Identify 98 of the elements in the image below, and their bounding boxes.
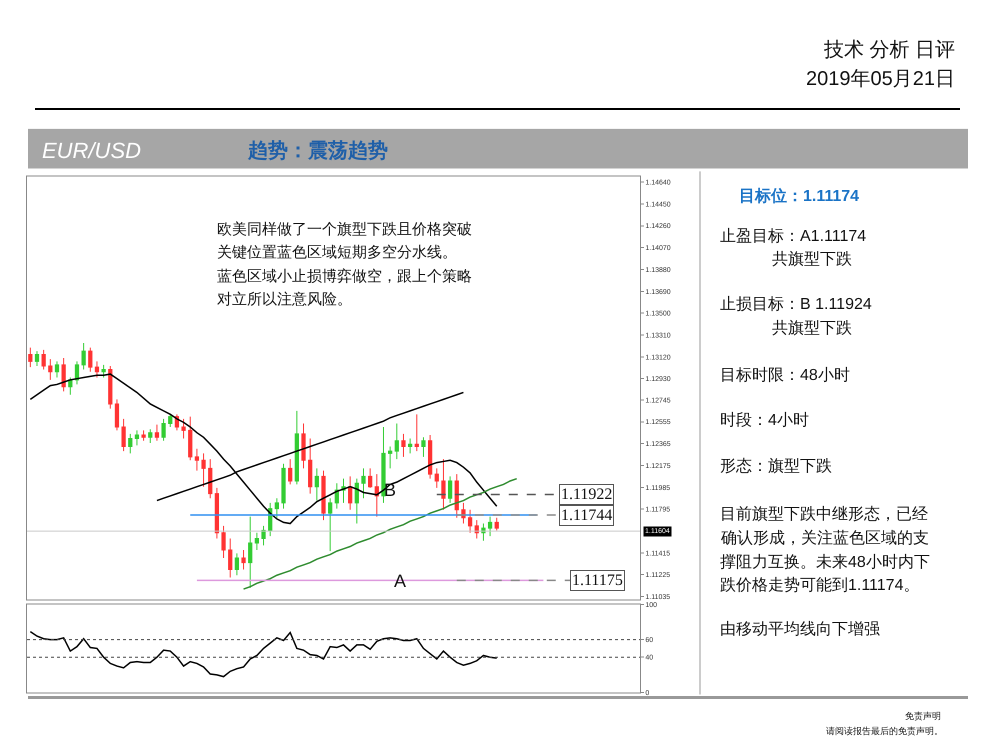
candlestick [361,468,366,499]
candlestick [234,552,240,576]
candlestick [108,366,112,410]
candlestick [48,358,52,380]
candlestick [148,428,152,444]
text: 共旗型下跌 [772,250,852,268]
text: 撑阻力互换。未来48小时内下 [720,553,930,571]
text: 目标位：1.11174 [739,187,860,205]
candlestick [168,414,172,428]
candlestick [101,364,106,378]
candlestick [141,430,146,442]
candlestick [421,436,426,458]
candlestick [82,342,86,370]
candlestick [321,470,326,521]
candlestick [388,446,392,469]
annotation: A [394,571,406,591]
candlestick [42,349,46,370]
candlestick [294,410,299,485]
candlestick [334,482,339,510]
text: 形态：旗型下跌 [720,457,832,475]
candlestick [381,426,386,504]
candlestick [214,487,220,539]
candlestick [308,438,312,494]
annotation: B [384,480,396,500]
candlestick [54,360,60,378]
text: 止损目标：B 1.11924 [720,295,872,313]
annotation: 蓝色区域小止损博弈做空，跟上个策略 [217,268,472,285]
chart-subtitle: 趋势：震荡趋势 [247,140,388,162]
candlestick [481,523,486,542]
candlestick [201,452,206,488]
text: 止盈目标：A1.11174 [720,227,866,245]
candlestick [428,434,432,480]
line-series [30,373,498,524]
candlestick [121,418,126,452]
candlestick [374,474,379,518]
candlestick [181,418,186,439]
annotation: 1.11922 [561,486,612,503]
candlestick [228,538,232,578]
candlestick [288,458,292,485]
candlestick [368,468,372,488]
line-series [30,630,498,678]
candlestick [468,509,472,534]
candlestick [414,414,419,452]
candlestick [114,398,120,431]
candlestick [188,416,192,461]
candlestick [328,498,332,552]
annotation: 对立所以注意风险。 [217,291,352,308]
annotation: 关键位置蓝色区域短期多空分水线。 [217,244,457,261]
candlestick [314,468,319,502]
text: 请阅读报告最后的免责声明。 [826,726,943,736]
candlestick [34,350,40,367]
candlestick [254,532,260,550]
candlestick [301,423,306,469]
text: 免责声明 [905,711,941,721]
candlestick [488,516,492,537]
candlestick [494,517,499,531]
candlestick [28,347,32,368]
text: 确认形成，关注蓝色区域的支 [720,529,929,547]
candlestick [348,476,352,510]
candlestick [454,474,459,518]
candlestick [208,458,212,499]
candlestick [261,525,266,546]
candlestick [241,549,246,570]
text: 时段：4小时 [720,411,809,429]
candlestick [221,525,226,558]
text: 共旗型下跌 [772,319,852,337]
candlestick [274,498,279,518]
candlestick [128,433,132,454]
line-series [156,392,464,502]
candlestick [354,478,359,524]
candlestick [248,516,252,588]
text: 2019年05月21日 [806,68,955,90]
candlestick [154,424,160,442]
annotation: 欧美同样做了一个旗型下跌且价格突破 [217,221,472,238]
candlestick [408,438,412,454]
candlestick [401,433,406,458]
candlestick [134,430,140,446]
candlestick [441,458,446,510]
annotation: 1.11744 [561,507,612,524]
text: 跌价格走势可能到1.11174。 [720,576,920,594]
text: 技术 分析 日评 [823,39,956,61]
candlestick [161,418,166,442]
candlestick [194,448,200,472]
candlestick [88,347,92,372]
candlestick [394,423,399,460]
line-series [242,478,518,590]
text: 由移动平均线向下增强 [720,620,880,638]
candlestick [448,476,452,504]
candlestick [68,377,72,396]
candlestick [62,357,66,392]
candlestick [281,463,286,510]
candlestick [434,468,439,488]
text: 目前旗型下跌中继形态，已经 [720,505,928,523]
candlestick [94,360,100,378]
text: 目标时限：48小时 [720,366,850,384]
annotation: 1.11175 [572,572,623,589]
chart-title: EUR/USD [42,138,142,163]
candlestick [474,520,479,539]
